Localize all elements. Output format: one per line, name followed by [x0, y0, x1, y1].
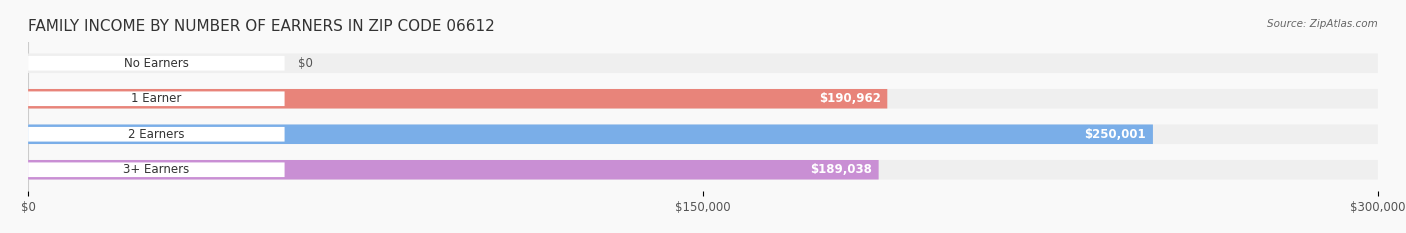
FancyBboxPatch shape [28, 89, 887, 109]
FancyBboxPatch shape [28, 124, 1378, 144]
FancyBboxPatch shape [28, 160, 879, 179]
Text: 1 Earner: 1 Earner [131, 92, 181, 105]
FancyBboxPatch shape [28, 91, 284, 106]
Text: 3+ Earners: 3+ Earners [124, 163, 190, 176]
Text: $190,962: $190,962 [818, 92, 880, 105]
FancyBboxPatch shape [28, 127, 284, 142]
FancyBboxPatch shape [28, 56, 284, 71]
Text: $250,001: $250,001 [1084, 128, 1146, 141]
Text: $189,038: $189,038 [810, 163, 872, 176]
Text: FAMILY INCOME BY NUMBER OF EARNERS IN ZIP CODE 06612: FAMILY INCOME BY NUMBER OF EARNERS IN ZI… [28, 19, 495, 34]
Text: Source: ZipAtlas.com: Source: ZipAtlas.com [1267, 19, 1378, 29]
Text: No Earners: No Earners [124, 57, 188, 70]
Text: $0: $0 [298, 57, 314, 70]
FancyBboxPatch shape [28, 89, 1378, 109]
Text: 2 Earners: 2 Earners [128, 128, 184, 141]
FancyBboxPatch shape [28, 160, 1378, 179]
FancyBboxPatch shape [28, 162, 284, 177]
FancyBboxPatch shape [28, 54, 1378, 73]
FancyBboxPatch shape [28, 124, 1153, 144]
